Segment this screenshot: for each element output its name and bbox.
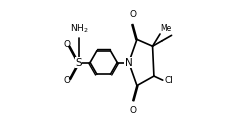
Text: N: N — [125, 58, 133, 68]
Text: O: O — [64, 40, 71, 49]
Text: O: O — [64, 76, 71, 85]
Text: S: S — [75, 58, 82, 68]
Text: Me: Me — [161, 24, 172, 33]
Text: O: O — [129, 10, 136, 19]
Text: NH$_2$: NH$_2$ — [70, 22, 89, 35]
Text: O: O — [129, 106, 136, 115]
Text: Cl: Cl — [164, 76, 173, 85]
